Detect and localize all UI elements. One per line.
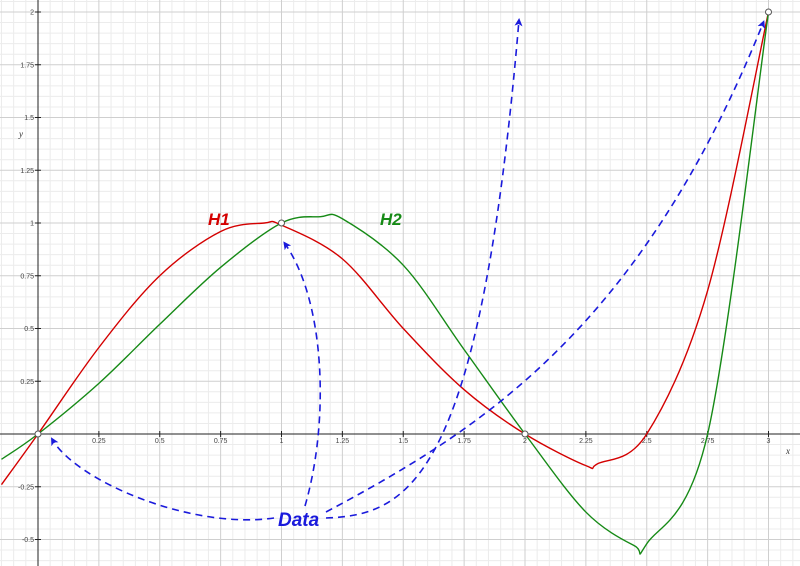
data-arrow [325, 18, 523, 519]
curves [0, 11, 770, 555]
x-tick-label: 0.5 [155, 438, 165, 445]
y-tick-label: 1.25 [20, 168, 34, 175]
y-tick-label: 2 [30, 10, 34, 17]
x-tick-label: 1.75 [457, 438, 471, 445]
data-point-marker [34, 430, 42, 438]
x-tick-label: 2.75 [701, 438, 715, 445]
y-tick-label: 1 [30, 221, 34, 228]
data-point-marker [278, 219, 285, 227]
data-arrow [325, 20, 765, 513]
data-annotation-label: Data [278, 510, 320, 531]
series-label-h2: H2 [380, 210, 402, 229]
x-tick-label: 1.5 [398, 438, 408, 445]
x-tick-label: 1 [280, 438, 284, 445]
data-arrow [51, 437, 275, 521]
x-tick-label: 1.25 [336, 438, 350, 445]
tick-labels: 0.25 0.5 0.75 1 1.25 1.5 1.75 2 2.25 2.5 2.75 3 -0.5… [18, 10, 771, 545]
data-point-marker [521, 430, 529, 438]
x-axis-label: x [785, 446, 790, 456]
y-tick-label: 0.5 [24, 326, 34, 333]
x-tick-label: 2.25 [579, 438, 593, 445]
data-point-marker [765, 8, 772, 16]
y-axis-label: y [18, 129, 23, 139]
y-tick-label: 1.5 [24, 115, 34, 122]
data-points [34, 8, 772, 438]
y-tick-label: -0.5 [22, 537, 34, 544]
x-tick-label: 0.25 [92, 438, 106, 445]
data-arrow [283, 241, 322, 507]
y-tick-label: 0.75 [20, 273, 34, 280]
x-tick-label: 2 [523, 438, 527, 445]
x-tick-label: 0.75 [214, 438, 228, 445]
series-line-h2 [1, 11, 770, 555]
y-tick-label: 0.25 [20, 379, 34, 386]
x-tick-label: 3 [767, 438, 771, 445]
y-tick-label: -0.25 [18, 484, 34, 491]
series-line-h1 [0, 11, 770, 486]
data-arrows [51, 18, 765, 521]
y-tick-label: 1.75 [20, 62, 34, 69]
x-tick-label: 2.5 [642, 438, 652, 445]
series-label-h1: H1 [208, 210, 230, 229]
